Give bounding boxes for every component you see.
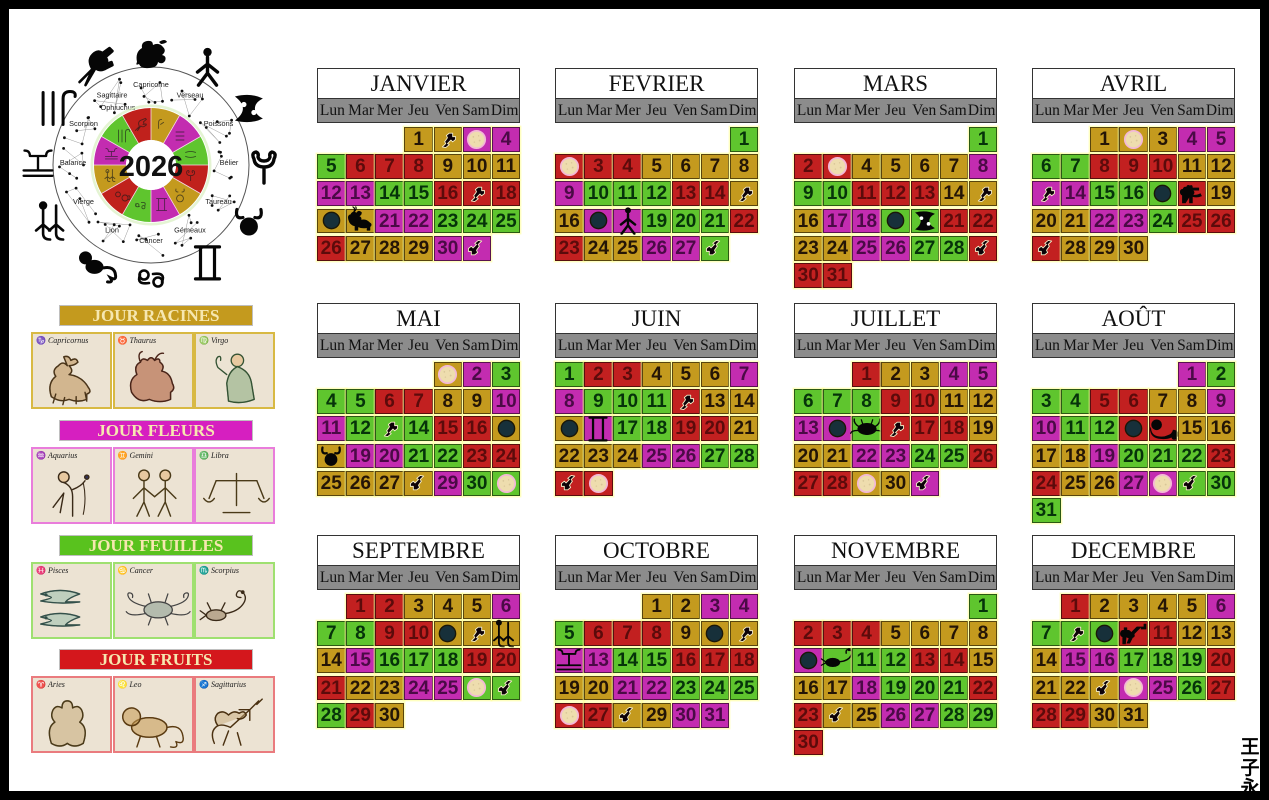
svg-text:Sagittaire: Sagittaire bbox=[97, 91, 128, 100]
svg-text:Lion: Lion bbox=[105, 226, 119, 235]
svg-text:Cancer: Cancer bbox=[139, 236, 163, 245]
svg-text:Vierge: Vierge bbox=[73, 197, 94, 206]
svg-text:Scorpion: Scorpion bbox=[69, 119, 98, 128]
svg-text:Taureau: Taureau bbox=[205, 197, 231, 206]
svg-text:Poissons: Poissons bbox=[204, 119, 234, 128]
svg-text:Verseau: Verseau bbox=[177, 91, 204, 100]
svg-text:Bélier: Bélier bbox=[220, 158, 239, 167]
svg-text:Balance: Balance bbox=[60, 158, 86, 167]
svg-text:Gémeaux: Gémeaux bbox=[174, 226, 206, 235]
svg-text:2026: 2026 bbox=[119, 151, 184, 183]
svg-text:Capricorne: Capricorne bbox=[133, 80, 169, 89]
